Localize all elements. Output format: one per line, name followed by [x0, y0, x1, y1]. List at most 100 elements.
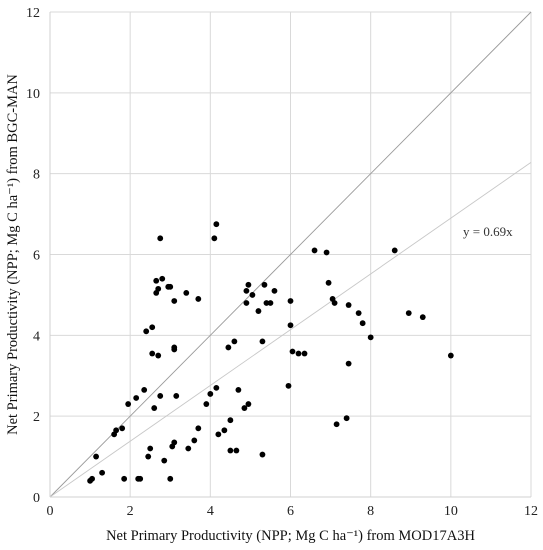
x-tick-label: 4	[207, 504, 214, 519]
data-point	[155, 285, 162, 292]
data-point	[89, 475, 95, 482]
data-point	[245, 281, 252, 288]
x-tick-label: 10	[444, 504, 458, 519]
data-point	[345, 360, 352, 367]
data-point	[271, 287, 278, 294]
data-point	[235, 386, 242, 393]
data-point	[119, 425, 126, 432]
y-tick-label: 4	[33, 329, 40, 344]
data-point	[151, 405, 158, 411]
y-tick-label: 6	[33, 249, 40, 264]
x-tick-label: 6	[287, 504, 294, 519]
data-point	[419, 314, 426, 321]
axes	[49, 12, 531, 498]
data-point	[367, 334, 374, 341]
data-point	[141, 386, 148, 393]
data-point	[149, 350, 156, 357]
data-point	[99, 469, 106, 476]
data-point	[249, 292, 256, 298]
data-point	[161, 457, 168, 464]
data-point	[195, 425, 202, 432]
data-point	[391, 247, 398, 254]
data-point	[157, 393, 164, 399]
data-point	[167, 283, 174, 290]
data-point	[301, 350, 308, 357]
data-point	[195, 296, 202, 302]
data-point	[259, 338, 266, 345]
data-point	[311, 247, 318, 254]
data-point	[325, 279, 332, 286]
data-point	[331, 300, 338, 306]
y-tick-label: 12	[26, 6, 40, 21]
data-point	[323, 249, 330, 256]
data-point	[121, 475, 128, 482]
fit-line	[49, 161, 532, 498]
data-point	[355, 310, 362, 317]
y-tick-label: 8	[33, 168, 40, 183]
x-tick-label: 0	[47, 504, 54, 519]
data-point	[125, 401, 132, 407]
data-point	[145, 453, 152, 460]
data-point	[213, 221, 220, 228]
y-axis-label: Net Primary Productivity (NPP; Mg C ha⁻¹…	[5, 74, 21, 435]
data-point	[225, 344, 232, 351]
data-point	[287, 298, 294, 304]
data-point	[295, 350, 302, 357]
data-point	[159, 275, 166, 282]
data-point	[289, 348, 296, 355]
data-point	[137, 475, 144, 482]
y-tick-label: 2	[33, 410, 40, 425]
data-point	[185, 445, 192, 452]
data-point	[255, 308, 262, 314]
data-point	[285, 382, 292, 389]
reference-lines	[49, 11, 532, 498]
data-point	[203, 401, 210, 407]
data-point	[343, 415, 350, 422]
data-point	[167, 475, 174, 482]
data-point	[113, 427, 120, 434]
data-point	[227, 447, 234, 454]
data-point	[267, 300, 274, 306]
data-point	[93, 453, 99, 460]
one-to-one-line	[49, 11, 532, 498]
data-point	[259, 451, 266, 458]
data-point	[215, 431, 222, 438]
data-point	[261, 281, 268, 288]
x-tick-label: 2	[127, 504, 134, 519]
y-tick-label: 0	[33, 491, 40, 506]
data-point	[147, 445, 154, 452]
data-point	[405, 310, 412, 317]
data-point	[287, 322, 294, 329]
data-point	[207, 391, 214, 397]
tick-labels: 0 2 4 6 8 10 12 0 2 4 6 8 10 12	[26, 6, 538, 519]
data-point	[243, 287, 250, 294]
data-point	[173, 393, 180, 399]
y-tick-label: 10	[26, 87, 40, 102]
data-point	[359, 320, 366, 327]
data-point	[183, 289, 190, 296]
data-point	[245, 401, 252, 407]
data-point	[447, 352, 454, 359]
data-point	[155, 352, 162, 359]
data-point	[171, 344, 178, 351]
x-tick-label: 8	[367, 504, 374, 519]
data-point	[153, 277, 160, 284]
data-point	[143, 328, 150, 335]
fit-equation-label: y = 0.69x	[463, 224, 513, 239]
data-point	[133, 395, 140, 401]
data-point	[149, 324, 156, 331]
x-tick-label: 12	[524, 504, 538, 519]
data-point	[243, 300, 250, 306]
data-points	[87, 221, 454, 484]
data-point	[211, 235, 218, 242]
data-point	[171, 298, 178, 304]
data-point	[345, 302, 352, 308]
data-point	[213, 384, 220, 391]
data-point	[221, 427, 228, 434]
data-point	[171, 439, 178, 446]
x-axis-label: Net Primary Productivity (NPP; Mg C ha⁻¹…	[106, 528, 475, 544]
data-point	[231, 338, 238, 345]
data-point	[233, 447, 240, 454]
data-point	[333, 421, 340, 428]
